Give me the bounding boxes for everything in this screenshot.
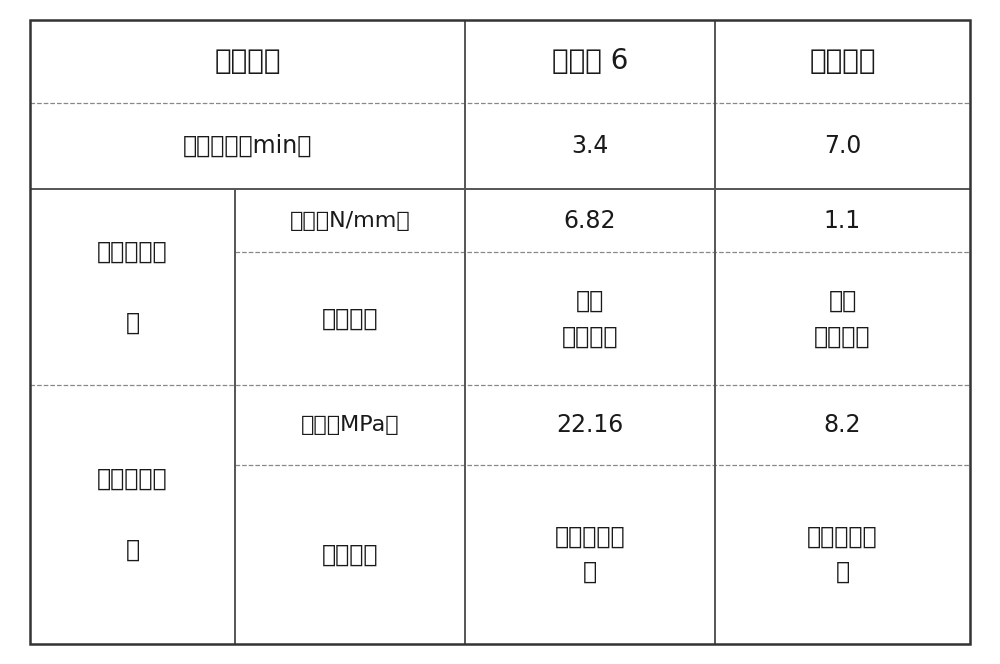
Text: 8.2: 8.2 — [824, 413, 861, 437]
Text: 胶层
内聚破坏: 胶层 内聚破坏 — [562, 289, 618, 349]
Text: 破坏形式: 破坏形式 — [322, 307, 378, 331]
Text: 7.0: 7.0 — [824, 134, 861, 158]
Text: 拉伸剪切测

试: 拉伸剪切测 试 — [97, 467, 168, 562]
Text: 3.4: 3.4 — [571, 134, 609, 158]
Text: 胶层内聚破
坏: 胶层内聚破 坏 — [555, 525, 625, 584]
Text: 22.16: 22.16 — [556, 413, 624, 437]
Text: 剥离强度测

试: 剥离强度测 试 — [97, 240, 168, 335]
Text: 实施例 6: 实施例 6 — [552, 47, 628, 76]
Text: 强度（MPa）: 强度（MPa） — [301, 415, 399, 435]
Text: 1.1: 1.1 — [824, 208, 861, 233]
Text: 破坏形式: 破坏形式 — [322, 542, 378, 566]
Text: 胶层界面破
坏: 胶层界面破 坏 — [807, 525, 878, 584]
Text: 强度（N/mm）: 强度（N/mm） — [290, 210, 410, 231]
Text: 市售产品: 市售产品 — [809, 47, 876, 76]
Text: 测试项目: 测试项目 — [214, 47, 281, 76]
Text: 6.82: 6.82 — [564, 208, 616, 233]
Text: 胶层
界面破坏: 胶层 界面破坏 — [814, 289, 871, 349]
Text: 固化速度（min）: 固化速度（min） — [183, 134, 312, 158]
